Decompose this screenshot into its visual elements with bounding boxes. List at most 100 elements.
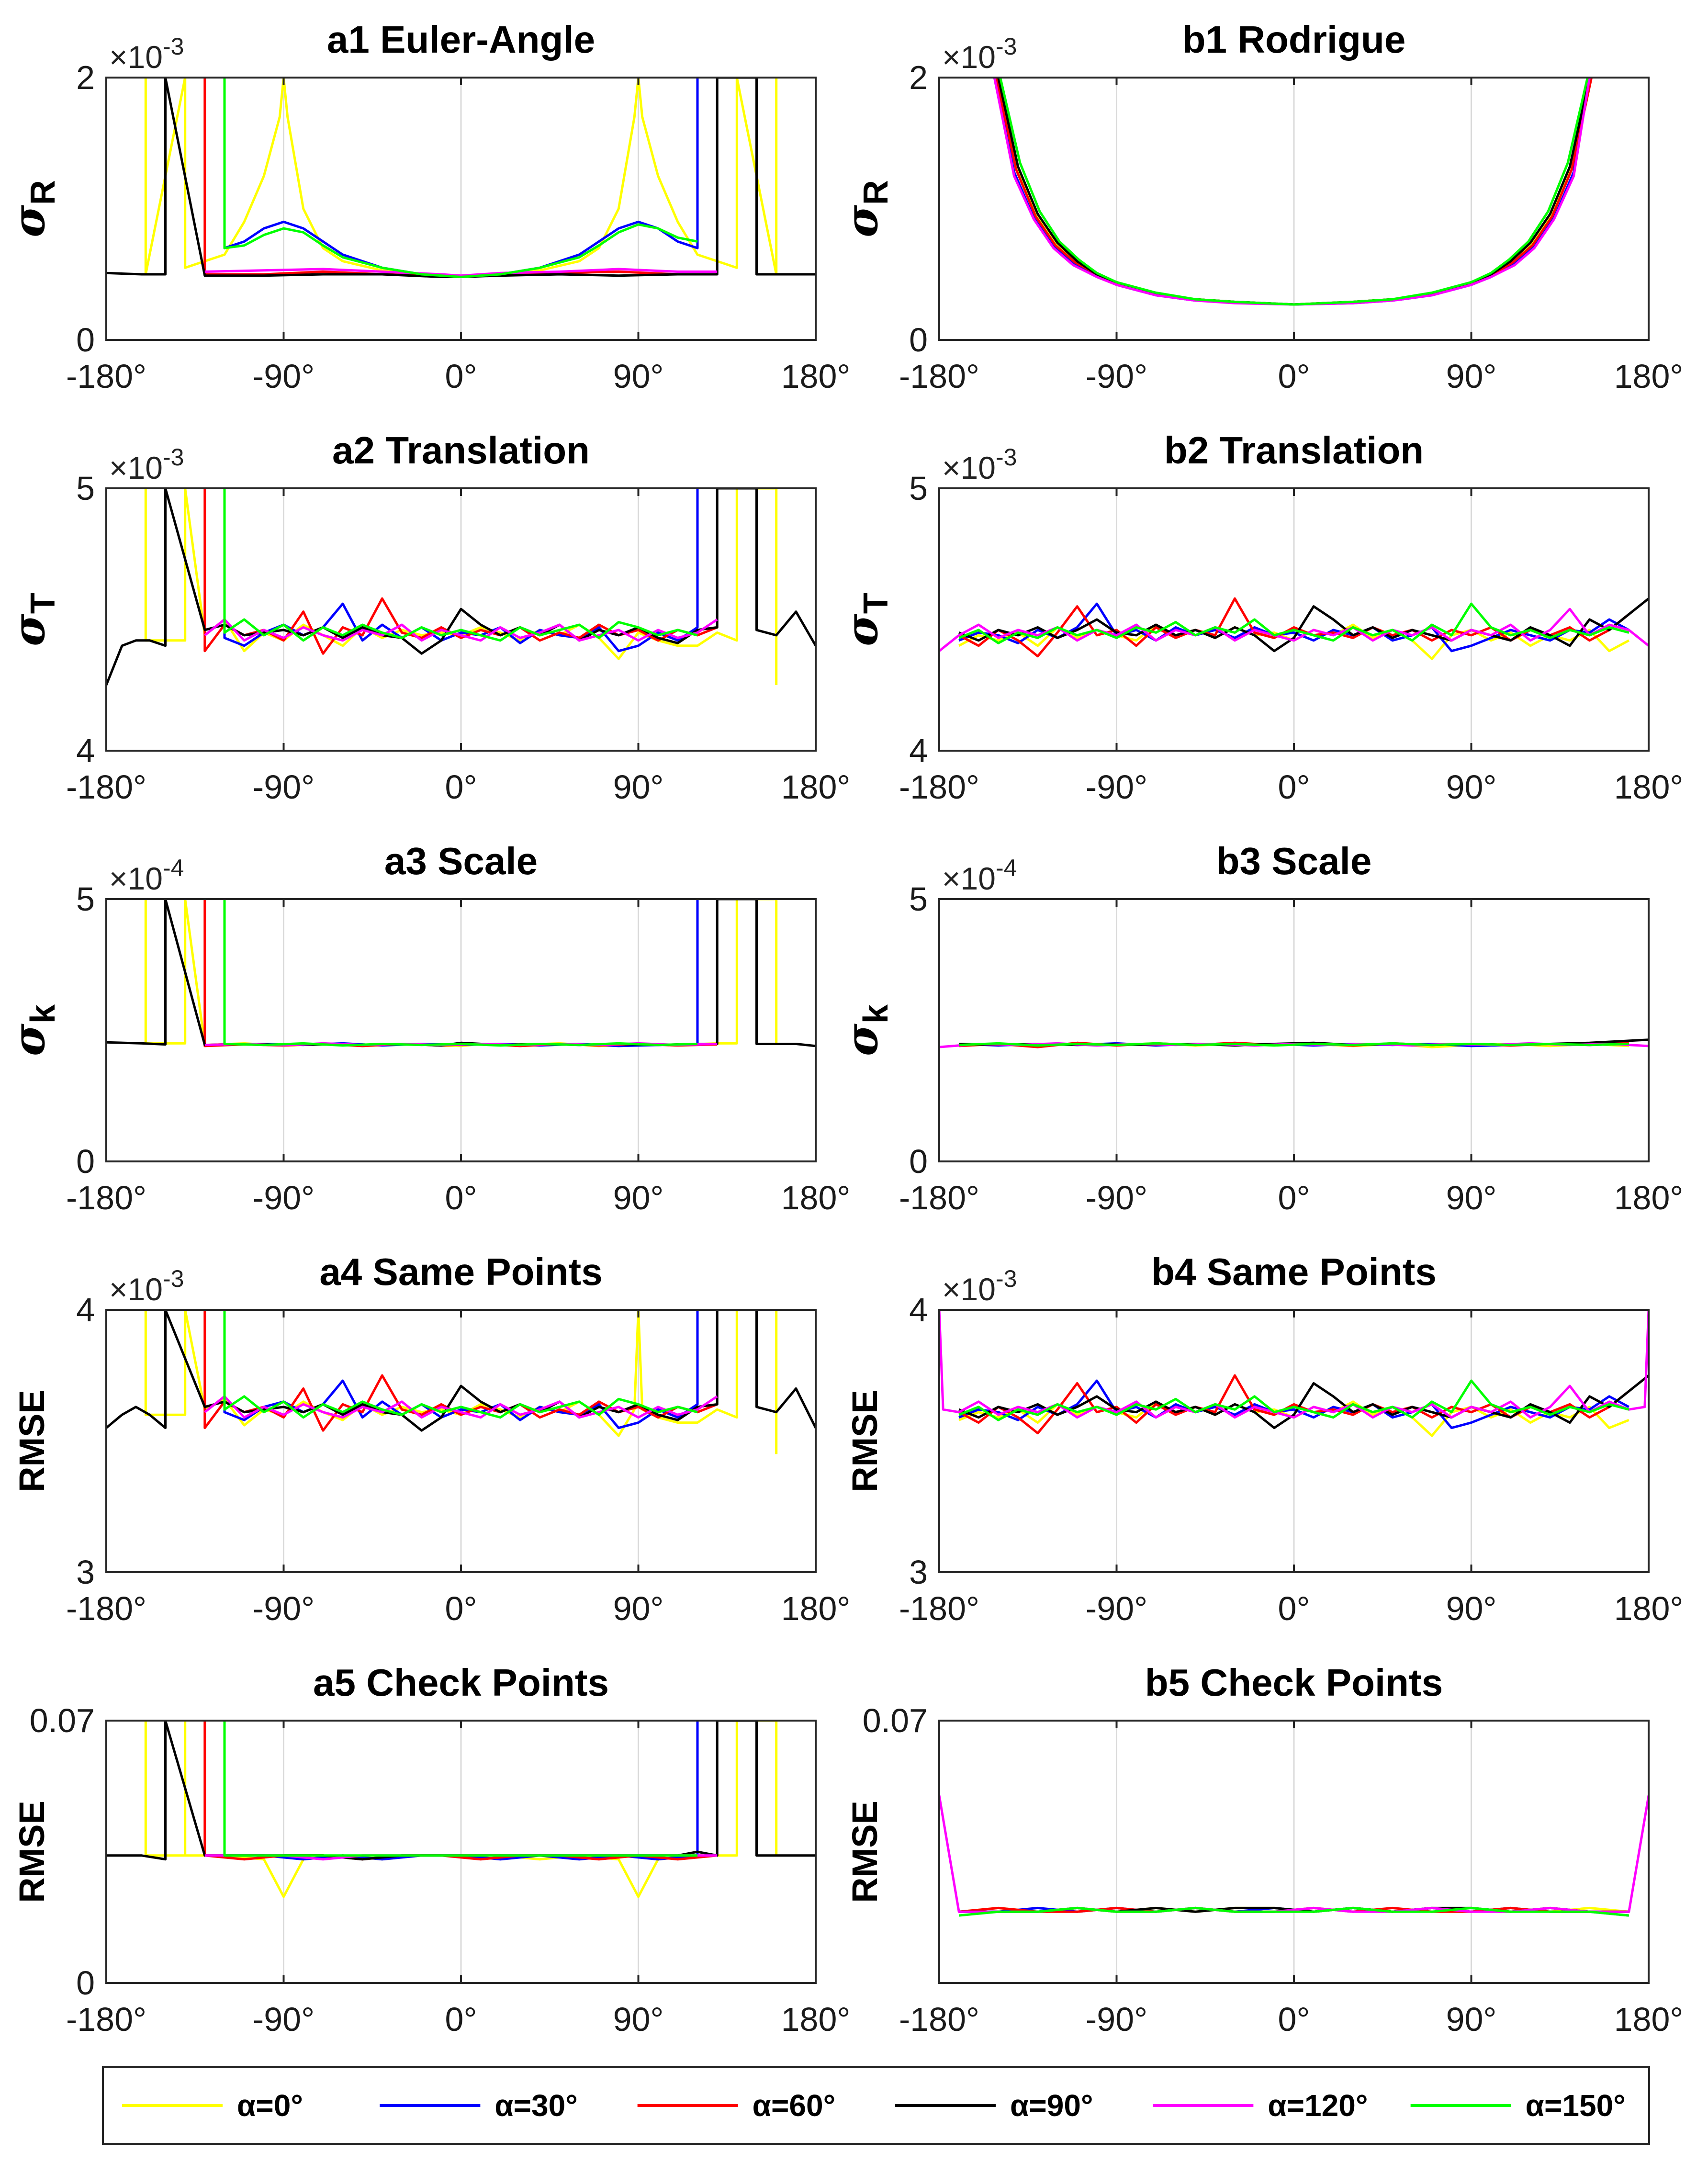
chart-b2: -180° -90° 0° 90° 180° 4 5 ×10-3 b2 Translation σ… [836,429,1683,806]
chart-a5: -180° -90° 0° 90° 180° 0 0.07 a5 Check Points RM… [12,1661,850,2038]
x-tick-label: 180° [781,358,851,395]
y-exponent: ×10-4 [109,855,184,896]
y-tick-label: 4 [76,1291,95,1329]
y-tick-label: 0 [76,1964,95,2002]
x-tick-label: -90° [253,2001,315,2038]
y-tick-label: 3 [76,1554,95,1591]
x-tick-label: 180° [1614,768,1684,806]
chart-title: b2 Translation [1164,429,1424,472]
series-line-α=150° [958,1379,1629,1421]
chart-title: a1 Euler-Angle [327,18,595,61]
series-line-α=90° [106,1310,816,1432]
y-exponent: ×10-3 [942,1265,1017,1307]
series-line-α=90° [958,1374,1649,1430]
series-line-α=30° [223,1310,699,1430]
x-tick-label: 90° [613,2001,664,2038]
x-tick-label: 180° [1614,1590,1684,1627]
y-tick-label: 3 [909,1554,928,1591]
x-tick-label: -180° [899,1179,979,1216]
x-tick-label: 0° [445,358,477,395]
chart-title: a3 Scale [384,840,538,882]
y-tick-label: 0 [76,1143,95,1180]
x-tick-label: 0° [445,1590,477,1627]
y-tick-label: 5 [76,470,95,507]
series-line-α=150° [959,1042,1629,1047]
series-group [106,899,816,1047]
chart-title: a4 Same Points [319,1250,602,1293]
series-line-α=30° [958,1379,1629,1430]
x-tick-label: -180° [66,1179,146,1216]
x-tick-label: 180° [1614,358,1684,395]
series-line-α=120° [204,618,718,642]
y-tick-label: 4 [909,732,928,769]
x-tick-label: -180° [66,358,146,395]
chart-b4: -180° -90° 0° 90° 180° 3 4 ×10-3 b4 Same Points R… [845,1250,1683,1627]
series-group [106,488,816,686]
x-tick-label: -90° [253,768,315,806]
x-tick-label: 90° [613,1179,664,1216]
y-exponent: ×10-3 [109,444,184,485]
x-tick-label: -90° [1086,1590,1147,1627]
series-line-α=90° [106,488,816,686]
y-axis-label: σk [836,1004,895,1056]
x-tick-label: -180° [66,768,146,806]
x-tick-label: 90° [1446,358,1497,395]
x-tick-label: 0° [1278,358,1310,395]
y-exponent: ×10-3 [942,33,1017,75]
y-exponent: ×10-3 [942,444,1017,485]
x-tick-label: 0° [445,2001,477,2038]
series-line-α=90° [958,597,1649,653]
y-tick-label: 4 [76,732,95,769]
x-tick-label: -180° [899,358,979,395]
chart-title: b1 Rodrigue [1182,18,1406,61]
y-axis-label: σR [3,180,62,237]
series-line-α=150° [958,1906,1629,1917]
y-tick-label: 5 [909,470,928,507]
y-tick-label: 5 [909,880,928,918]
series-line-α=120° [939,1310,1649,1419]
chart-title: a2 Translation [332,429,590,472]
x-tick-label: 0° [1278,2001,1310,2038]
y-axis-label: RMSE [845,1801,885,1903]
x-tick-label: 0° [1278,1590,1310,1627]
series-line-α=150° [223,1310,698,1419]
x-tick-label: -180° [66,1590,146,1627]
series-line-α=30° [223,488,699,653]
x-tick-label: 180° [781,1590,851,1627]
y-tick-label: 5 [76,880,95,918]
x-tick-label: 90° [1446,1179,1497,1216]
x-tick-label: 0° [445,1179,477,1216]
series-group [939,597,1649,660]
y-tick-label: 2 [909,59,928,96]
y-axis-label: RMSE [12,1801,52,1903]
chart-title: b4 Same Points [1151,1250,1437,1293]
x-tick-label: -90° [253,358,315,395]
y-exponent: ×10-3 [109,33,184,75]
x-tick-label: -90° [1086,768,1147,806]
legend-label: α=60° [753,2088,836,2123]
x-tick-label: 180° [1614,2001,1684,2038]
x-tick-label: 180° [781,2001,851,2038]
chart-a2: -180° -90° 0° 90° 180° 4 5 ×10-3 a2 Translation σ… [3,429,850,806]
y-axis-label: σk [3,1004,62,1056]
y-tick-label: 2 [76,59,95,96]
chart-a3: -180° -90° 0° 90° 180° 0 5 ×10-4 a3 Scale σk [3,840,850,1216]
series-group [993,78,1593,306]
x-tick-label: 0° [1278,1179,1310,1216]
series-group [106,1310,816,1454]
series-group [939,1795,1649,1917]
series-line-α=120° [204,1395,718,1419]
y-exponent: ×10-3 [109,1265,184,1307]
x-tick-label: 90° [613,358,664,395]
y-axis-label: σT [836,593,895,646]
legend-label: α=150° [1526,2088,1626,2123]
series-line-α=150° [958,602,1629,644]
y-tick-label: 0 [76,321,95,359]
x-tick-label: 90° [1446,2001,1497,2038]
series-line-α=150° [223,1721,697,1857]
x-tick-label: -90° [1086,358,1147,395]
x-tick-label: -90° [1086,2001,1147,2038]
chart-b1: -180° -90° 0° 90° 180° 0 2 ×10-3 b1 Rodrigue σR [836,18,1683,395]
x-tick-label: -90° [253,1179,315,1216]
series-group [106,78,816,278]
